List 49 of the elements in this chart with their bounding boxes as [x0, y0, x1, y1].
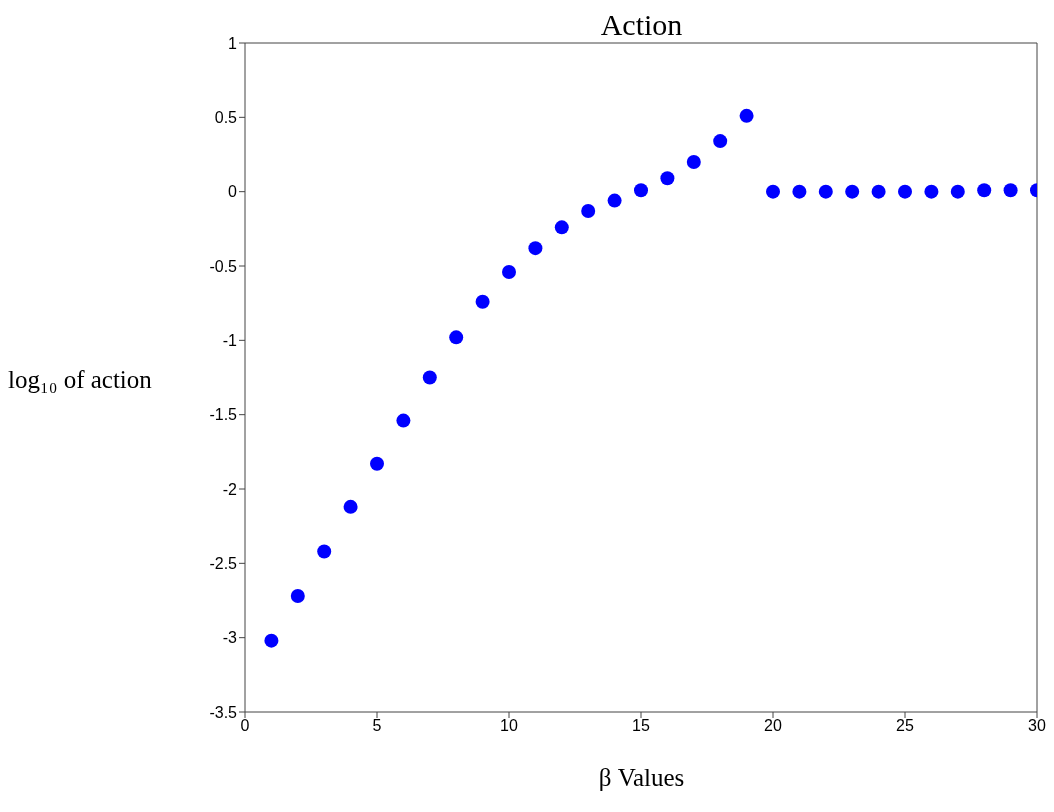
point [422, 370, 437, 385]
x-axis-title: β Values [597, 764, 686, 792]
point [581, 203, 596, 218]
x-tick-label: 30 [1028, 717, 1046, 735]
point [449, 330, 464, 345]
point [317, 544, 332, 559]
y-tick-label: -2.5 [209, 555, 238, 573]
x-tick-label: 25 [896, 717, 914, 735]
point [396, 413, 411, 428]
point [607, 193, 622, 208]
point [871, 184, 886, 199]
point [766, 184, 780, 199]
y-tick-label: -3.5 [209, 703, 238, 721]
point [554, 220, 569, 235]
point [660, 171, 675, 186]
point [977, 183, 992, 198]
point [290, 589, 305, 604]
point [950, 184, 965, 199]
x-tick-label: 15 [632, 717, 650, 735]
point [343, 499, 358, 514]
y-tick-label: -0.5 [209, 257, 238, 275]
point [475, 294, 490, 309]
point [792, 184, 807, 199]
point [713, 134, 728, 149]
y-tick-label: 1 [228, 34, 238, 52]
y-axis-title: log₁₀ of action [8, 365, 152, 394]
point [502, 264, 516, 279]
point [924, 184, 939, 199]
point [528, 241, 543, 256]
y-tick-label: 0 [228, 183, 238, 201]
y-tick-label: 0.5 [214, 109, 238, 127]
point [898, 184, 912, 199]
x-tick-label: 0 [240, 717, 250, 735]
y-tick-label: -1 [222, 332, 238, 350]
point [370, 456, 384, 471]
y-tick-label: -2 [222, 480, 238, 498]
point [845, 184, 860, 199]
y-tick-label: -3 [222, 629, 238, 647]
point [818, 184, 833, 199]
chart-title: Action [599, 8, 684, 42]
point [634, 183, 648, 198]
x-tick-label: 20 [764, 717, 782, 735]
point [1003, 183, 1018, 198]
point [739, 108, 754, 123]
y-tick-label: -1.5 [209, 406, 238, 424]
point [264, 633, 279, 648]
point [686, 154, 701, 169]
x-tick-label: 5 [372, 717, 382, 735]
x-tick-label: 10 [500, 717, 518, 735]
